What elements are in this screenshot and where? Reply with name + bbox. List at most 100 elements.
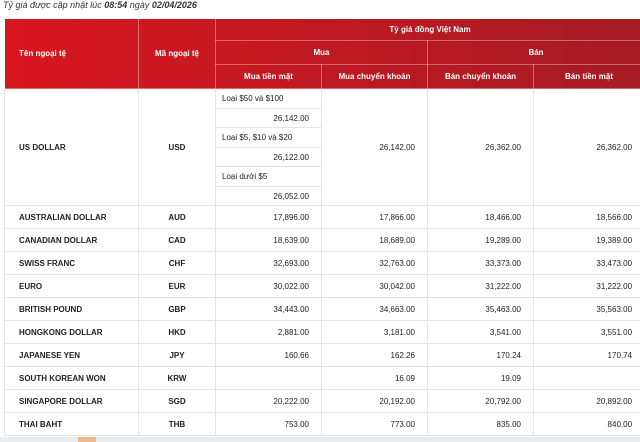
table-row: AUSTRALIAN DOLLAR AUD 17,896.00 17,866.00 18… [4,205,640,229]
currency-name: AUSTRALIAN DOLLAR [4,205,139,229]
sell-transfer: 31,222.00 [427,274,534,298]
currency-code: CHF [138,251,216,275]
header-code: Mã ngoại tệ [138,18,216,89]
table-row: CANADIAN DOLLAR CAD 18,639.00 18,689.00 19,2… [4,228,640,252]
sell-cash: 35,563.00 [532,297,640,321]
buy-transfer: 162.26 [321,343,428,367]
sell-cash: 31,222.00 [532,274,640,298]
sell-cash: 3,551.00 [532,320,640,344]
buy-transfer: 773.00 [321,412,428,436]
buy-cash: 34,443.00 [215,297,322,321]
currency-name: EURO [4,274,139,298]
buy-transfer: 34,663.00 [321,297,428,321]
buy-transfer: 18,689.00 [321,228,428,252]
currency-name: JAPANESE YEN [4,343,139,367]
currency-name: SINGAPORE DOLLAR [4,389,139,413]
currency-code: JPY [138,343,216,367]
usd-cash-value: 26,122.00 [215,147,322,167]
currency-code: HKD [138,320,216,344]
table-row: BRITISH POUND GBP 34,443.00 34,663.00 35,463… [4,297,640,321]
sell-cash: 26,362.00 [532,88,640,206]
currency-name: SOUTH KOREAN WON [4,366,139,390]
sell-transfer: 170.24 [427,343,534,367]
table-row-usd: US DOLLAR USD Loại $50 và $100 26,142.00… [4,88,640,206]
table-row: THAI BAHT THB 753.00 773.00 835.00 840.00 [4,412,640,436]
currency-code: GBP [138,297,216,321]
update-note: Tỷ giá được cập nhật lúc 08:54 ngày 02/0… [3,0,197,10]
table-row: JAPANESE YEN JPY 160.66 162.26 170.24 170.74 [4,343,640,367]
currency-code: EUR [138,274,216,298]
header-buy-cash: Mua tiền mặt [215,64,322,89]
sell-transfer: 18,466.00 [427,205,534,229]
table-row: SINGAPORE DOLLAR SGD 20,222.00 20,192.00 20,… [4,389,640,413]
header-sell: Bán [426,40,640,65]
update-prefix: Tỷ giá được cập nhật lúc [3,0,102,10]
buy-transfer: 3,181.00 [321,320,428,344]
sell-transfer: 19.09 [427,366,534,390]
header-buy: Mua [215,40,428,65]
sell-transfer: 835.00 [427,412,534,436]
buy-transfer: 32,763.00 [321,251,428,275]
currency-name: US DOLLAR [4,88,139,206]
sell-transfer: 19,289.00 [427,228,534,252]
currency-code: AUD [138,205,216,229]
header-buy-transfer: Mua chuyển khoản [321,64,428,89]
buy-cash: 753.00 [215,412,322,436]
sell-cash [532,366,640,390]
scrollbar-thumb[interactable] [78,437,96,442]
currency-name: SWISS FRANC [4,251,139,275]
sell-transfer: 35,463.00 [427,297,534,321]
update-mid: ngày [129,0,150,10]
currency-name: BRITISH POUND [4,297,139,321]
usd-cash-label: Loại $50 và $100 [215,88,322,109]
header-sell-cash: Bán tiền mặt [532,64,640,89]
sell-cash: 33,473.00 [532,251,640,275]
horizontal-scrollbar[interactable] [0,437,640,442]
sell-cash: 20,892.00 [532,389,640,413]
buy-cash: 32,693.00 [215,251,322,275]
currency-code: SGD [138,389,216,413]
buy-transfer: 16.09 [321,366,428,390]
buy-transfer: 17,866.00 [321,205,428,229]
table-row: HONGKONG DOLLAR HKD 2,881.00 3,181.00 3,541.… [4,320,640,344]
sell-transfer: 26,362.00 [427,88,534,206]
buy-transfer: 20,192.00 [321,389,428,413]
table-row: SWISS FRANC CHF 32,693.00 32,763.00 33,373.0… [4,251,640,275]
sell-transfer: 33,373.00 [427,251,534,275]
usd-cash-value: 26,052.00 [215,186,322,206]
header-name: Tên ngoại tệ [4,18,139,89]
table-row: SOUTH KOREAN WON KRW 16.09 19.09 [4,366,640,390]
usd-cash-value: 26,142.00 [215,108,322,128]
sell-transfer: 20,792.00 [427,389,534,413]
sell-transfer: 3,541.00 [427,320,534,344]
currency-code: CAD [138,228,216,252]
currency-code: USD [138,88,216,206]
sell-cash: 19,389.00 [532,228,640,252]
sell-cash: 18,566.00 [532,205,640,229]
currency-name: CANADIAN DOLLAR [4,228,139,252]
update-date: 02/04/2026 [151,0,197,10]
usd-cash-label: Loại dưới $5 [215,166,322,187]
buy-cash: 160.66 [215,343,322,367]
header-sell-transfer: Bán chuyển khoản [427,64,534,89]
usd-cash-label: Loại $5, $10 và $20 [215,127,322,148]
currency-code: THB [138,412,216,436]
update-time: 08:54 [104,0,128,10]
buy-cash: 2,881.00 [215,320,322,344]
exchange-rate-table-wrap: Tên ngoại tệ Mã ngoại tệ Tỷ giá đồng Việ… [4,18,640,436]
buy-cash: 17,896.00 [215,205,322,229]
buy-transfer: 26,142.00 [321,88,428,206]
currency-name: HONGKONG DOLLAR [4,320,139,344]
buy-cash: 18,639.00 [215,228,322,252]
currency-name: THAI BAHT [4,412,139,436]
buy-cash: 20,222.00 [215,389,322,413]
buy-transfer: 30,042.00 [321,274,428,298]
buy-cash: 30,022.00 [215,274,322,298]
sell-cash: 170.74 [532,343,640,367]
header-group: Tỷ giá đồng Việt Nam [214,18,640,41]
buy-cash [215,366,322,390]
table-row: EURO EUR 30,022.00 30,042.00 31,222.00 31,222… [4,274,640,298]
currency-code: KRW [138,366,216,390]
exchange-rate-table: Tên ngoại tệ Mã ngoại tệ Tỷ giá đồng Việ… [4,18,640,436]
sell-cash: 840.00 [532,412,640,436]
